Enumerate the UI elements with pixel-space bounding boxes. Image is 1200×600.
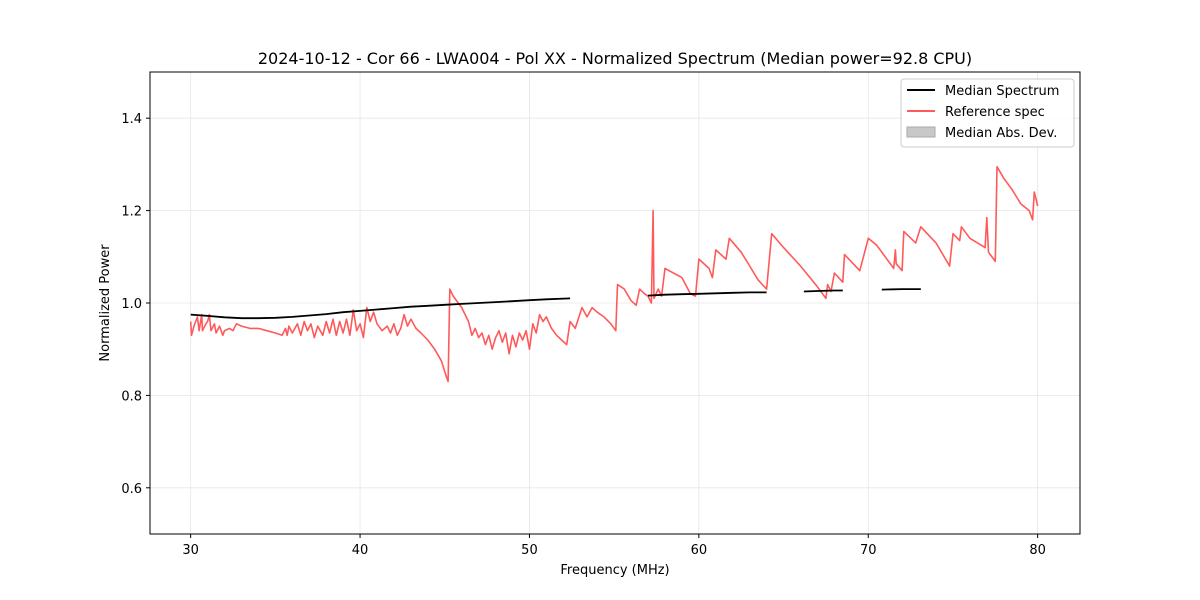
y-tick-label: 1.0 bbox=[121, 297, 142, 312]
grid bbox=[150, 72, 1080, 534]
x-tick-label: 60 bbox=[691, 543, 708, 558]
reference-spectrum-line bbox=[189, 165, 1039, 383]
y-tick-label: 0.6 bbox=[121, 482, 142, 497]
median-spectrum-layer bbox=[190, 288, 921, 320]
median-spectrum-segment bbox=[190, 297, 571, 320]
y-axis-label: Normalized Power bbox=[98, 244, 113, 362]
x-tick-label: 80 bbox=[1029, 543, 1046, 558]
x-axis-label: Frequency (MHz) bbox=[560, 563, 669, 578]
legend-swatch-mad bbox=[906, 126, 936, 138]
x-tick-label: 70 bbox=[860, 543, 877, 558]
y-tick-label: 1.4 bbox=[121, 112, 142, 127]
x-tick-label: 30 bbox=[182, 543, 199, 558]
median-spectrum-segment bbox=[881, 288, 921, 291]
chart-title: 2024-10-12 - Cor 66 - LWA004 - Pol XX - … bbox=[258, 49, 972, 68]
legend-label-reference: Reference spec bbox=[945, 105, 1045, 120]
legend-label-median: Median Spectrum bbox=[945, 84, 1059, 99]
legend-label-mad: Median Abs. Dev. bbox=[945, 126, 1057, 141]
legend-box bbox=[900, 78, 1075, 148]
median-spectrum-segment bbox=[803, 289, 843, 293]
reference-spectrum-layer bbox=[189, 165, 1039, 383]
legend: Median Spectrum Reference spec Median Ab… bbox=[900, 78, 1075, 148]
axis-ticks: 30 40 50 60 70 80 0.6 0.8 1.0 1.2 1.4 bbox=[121, 112, 1046, 558]
x-tick-label: 50 bbox=[521, 543, 538, 558]
median-spectrum-segment bbox=[647, 291, 767, 297]
x-tick-label: 40 bbox=[352, 543, 369, 558]
y-tick-label: 0.8 bbox=[121, 389, 142, 404]
y-tick-label: 1.2 bbox=[121, 205, 142, 220]
